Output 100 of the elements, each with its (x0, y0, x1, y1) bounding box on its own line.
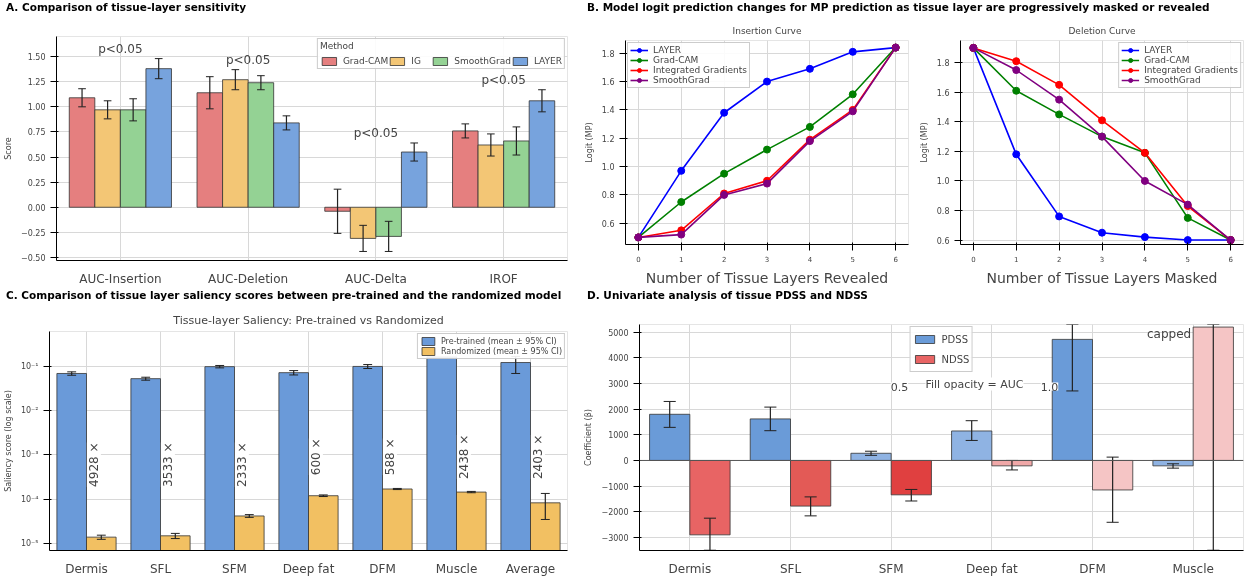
point (763, 77, 771, 86)
x-tick-label: Dermis (668, 561, 712, 576)
y-tick-label: 0 (623, 456, 629, 466)
y-tick-label: 1.2 (601, 134, 615, 144)
annotation: 3533 × (160, 442, 175, 487)
y-tick-label: 1.25 (27, 78, 46, 88)
y-tick-label: 1.8 (601, 49, 615, 59)
annotation: 0.5 (890, 380, 909, 394)
x-tick-label: Deep fat (965, 561, 1018, 576)
point (1012, 86, 1021, 95)
y-tick-label: 1.00 (27, 103, 46, 113)
x-tick-label: AUC-Deletion (208, 271, 289, 286)
annotation: p<0.05 (481, 72, 526, 87)
x-tick-label: Average (505, 561, 556, 576)
annotation: 2333 × (234, 442, 249, 487)
y-tick-label: 0.8 (601, 191, 615, 201)
y-tick-label: 1.0 (601, 163, 615, 173)
annotation: 2403 × (530, 434, 545, 480)
legend-title: Method (319, 41, 355, 51)
y-tick-label: 10⁻¹ (20, 361, 39, 371)
y-tick-label: 1000 (608, 431, 629, 441)
point (1012, 150, 1021, 159)
point (848, 47, 857, 56)
point (1183, 213, 1192, 222)
legend-label: Grad-CAM (653, 55, 699, 65)
y-axis-title: Coefficient (β) (584, 409, 594, 466)
point (1140, 233, 1149, 242)
point (1055, 110, 1064, 119)
legend-label: LAYER (1144, 45, 1173, 55)
y-tick-label: 1.50 (27, 53, 46, 63)
point (677, 166, 686, 175)
chart-subtitle: Deletion Curve (1068, 25, 1137, 36)
y-tick-label: −0.25 (20, 228, 46, 238)
point (805, 64, 814, 73)
point (1140, 176, 1149, 185)
legend-label: SmoothGrad (1144, 75, 1201, 85)
legend-label: Integrated Gradients (653, 65, 747, 75)
y-tick-label: 10⁻⁴ (20, 494, 39, 504)
y-tick-label: 0.00 (27, 203, 46, 213)
y-tick-label: 1.4 (936, 118, 950, 128)
x-tick-label: SFL (149, 561, 172, 576)
point (1055, 80, 1064, 89)
x-tick-label: IROF (489, 271, 518, 286)
y-tick-label: 1.8 (936, 59, 950, 69)
chart-subtitle: Insertion Curve (732, 25, 802, 36)
legend-label: Grad-CAM (1144, 55, 1190, 65)
y-tick-label: 5000 (608, 328, 629, 338)
y-tick-label: −3000 (601, 533, 629, 543)
y-axis-title: Logit (MP) (584, 122, 594, 163)
y-tick-label: 10⁻⁵ (20, 539, 39, 549)
y-axis-title: Score (3, 137, 13, 160)
y-tick-label: 0.50 (27, 153, 46, 163)
x-axis-title: Number of Tissue Layers Masked (986, 269, 1218, 286)
chart-title: B. Model logit prediction changes for MP prediction as tissue layer are progressively masked or revealed (587, 0, 1210, 15)
annotation: capped (1146, 327, 1192, 342)
point (848, 90, 857, 99)
annotation: 1.0 (1040, 380, 1059, 394)
annotation: p<0.05 (225, 52, 271, 67)
point (1098, 228, 1106, 237)
y-tick-label: 4000 (608, 354, 629, 364)
x-tick-label: Dermis (65, 561, 108, 576)
x-tick-label: DFM (369, 561, 396, 576)
x-axis-title: Number of Tissue Layers Revealed (645, 269, 889, 286)
point (1012, 57, 1021, 66)
legend-label: Integrated Gradients (1144, 65, 1238, 75)
chart-subtitle: Tissue-layer Saliency: Pre-trained vs Randomized (172, 313, 444, 327)
y-tick-label: 1.6 (601, 78, 615, 88)
y-tick-label: 0.75 (27, 128, 46, 138)
y-tick-label: 1.6 (936, 88, 950, 98)
annotation: Fill opacity = AUC (925, 377, 1024, 391)
point (1098, 116, 1106, 125)
legend-label: SmoothGrad (653, 75, 710, 85)
x-tick-label: AUC-Insertion (79, 271, 162, 286)
chart-title: A. Comparison of tissue-layer sensitivity (6, 0, 247, 15)
annotation: p<0.05 (353, 125, 399, 140)
y-tick-label: 1.4 (601, 106, 615, 116)
y-axis-title: Logit (MP) (919, 122, 929, 163)
point (1055, 212, 1064, 221)
point (677, 198, 686, 206)
y-tick-label: 10⁻³ (20, 450, 39, 460)
point (720, 108, 729, 117)
y-axis-title: Saliency score (log scale) (3, 390, 13, 492)
legend-label: SmoothGrad (454, 56, 511, 66)
legend-label: Pre-trained (mean ± 95% CI) (440, 336, 557, 346)
point (763, 145, 771, 154)
x-tick-label: SFM (222, 561, 247, 576)
chart-title: D. Univariate analysis of tissue PDSS and NDSS (587, 288, 868, 303)
annotation: 4928 × (86, 442, 101, 487)
annotation: 588 × (382, 438, 397, 476)
y-tick-label: 0.8 (936, 207, 950, 216)
y-tick-label: 0.6 (936, 236, 950, 246)
y-tick-label: −0.50 (20, 253, 46, 263)
x-tick-label: DFM (1079, 561, 1106, 576)
x-tick-label: AUC-Delta (345, 271, 407, 286)
x-tick-label: Deep fat (282, 561, 335, 576)
legend-label: Grad-CAM (342, 56, 389, 66)
point (677, 230, 686, 239)
point (1055, 95, 1064, 104)
legend-label: NDSS (941, 352, 970, 367)
y-tick-label: −2000 (601, 508, 629, 518)
